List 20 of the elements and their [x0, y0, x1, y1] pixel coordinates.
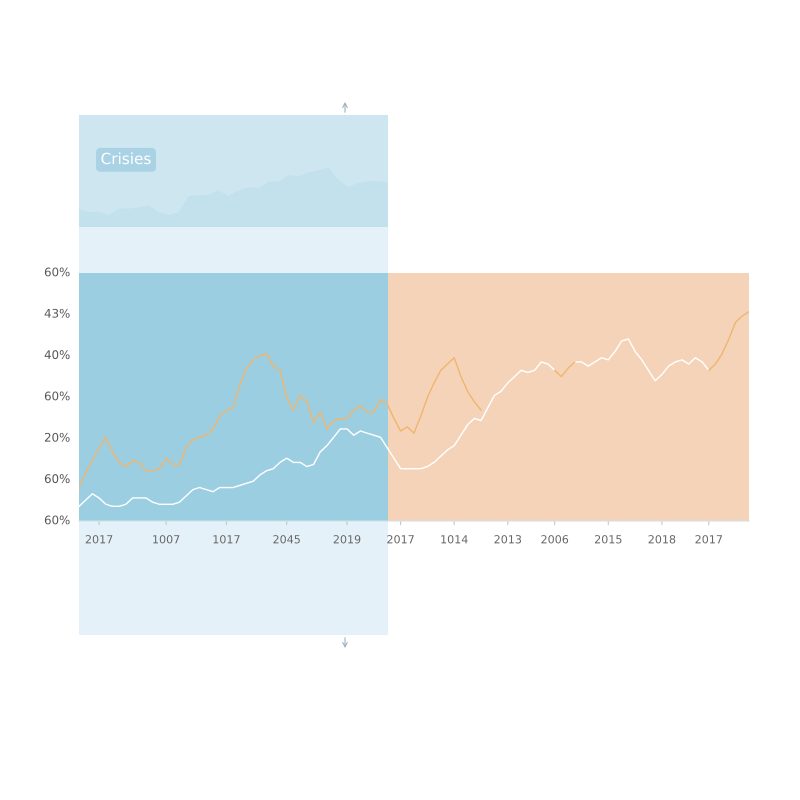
- x-tick-label: 1007: [153, 535, 180, 544]
- x-tick-label: 1014: [441, 535, 468, 544]
- x-tick-label: 1017: [213, 535, 240, 544]
- x-tick-label: 2017: [86, 535, 112, 544]
- text: 43%: [44, 308, 70, 318]
- text: 40%: [44, 350, 70, 360]
- text: 60%: [44, 515, 70, 524]
- chart-title: Crisies: [101, 152, 151, 164]
- x-tick-label: 2015: [594, 535, 622, 544]
- x-tick-label: 2013: [494, 535, 522, 544]
- text: 60%: [44, 474, 70, 484]
- text: 60%: [44, 391, 70, 400]
- x-tick-label: 2017: [695, 535, 722, 544]
- x-tick-label: 2017: [387, 535, 414, 544]
- text: 20%: [44, 432, 70, 442]
- x-tick-label: 2045: [273, 535, 300, 544]
- text: 60%: [44, 267, 70, 276]
- x-tick-label: 2019: [334, 535, 360, 544]
- x-tick-label: 2006: [541, 535, 568, 544]
- x-tick-label: 2018: [648, 535, 676, 544]
